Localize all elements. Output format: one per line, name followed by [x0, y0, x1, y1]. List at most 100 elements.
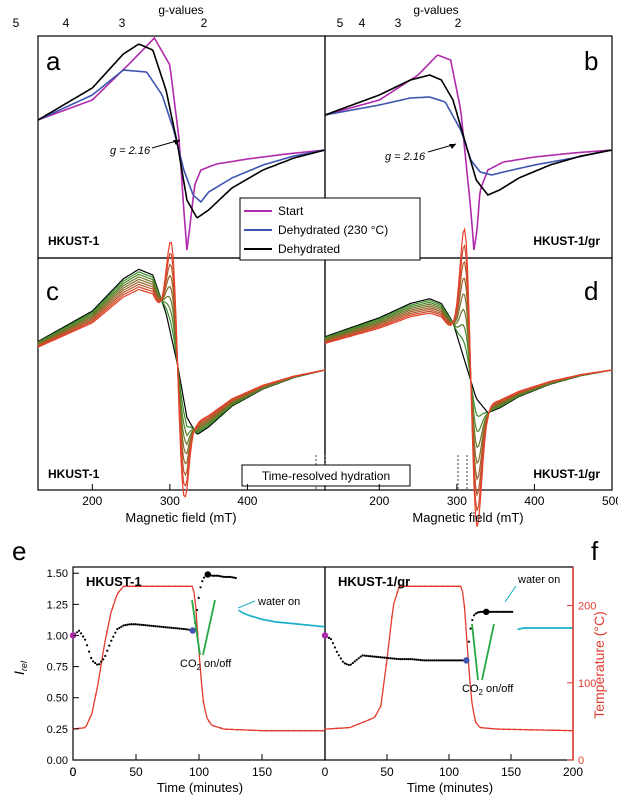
time-tick-label-e-150: 150: [252, 765, 272, 779]
temperature-point-f: [396, 591, 399, 593]
top-tick-a-5: 5: [13, 16, 20, 30]
signal-water-point-e: [248, 614, 251, 617]
temperature-point-e: [168, 585, 171, 588]
signal-water-point-e: [312, 624, 315, 627]
signal-point-e: [90, 656, 93, 660]
hydration-label-box: Time-resolved hydration: [241, 464, 411, 487]
temperature-point-e: [270, 729, 273, 732]
xlabel-f: Time (minutes): [407, 780, 493, 795]
signal-rise-point-e: [199, 586, 202, 589]
g-annotation-a: g = 2.16: [110, 145, 151, 157]
signal-water-point-e: [288, 622, 291, 625]
temperature-point-e: [123, 585, 125, 588]
temperature-point-e: [259, 729, 262, 732]
signal-point-f: [351, 661, 354, 665]
signal-point-e: [170, 626, 173, 629]
signal-rise-point-e: [224, 575, 227, 579]
signal-water-point-e: [268, 619, 271, 622]
signal-rise-point-e: [217, 574, 220, 577]
g-arrowhead-a: [173, 140, 180, 145]
signal-point-f: [331, 641, 335, 645]
signal-rise-point-f: [498, 610, 502, 613]
signal-water-point-f: [539, 627, 542, 630]
top-tick-b-3: 3: [395, 16, 402, 30]
signal-rise-point-e: [201, 580, 204, 583]
signal-point-f: [397, 657, 400, 661]
temperature-point-e: [247, 729, 250, 732]
sample-label-c: HKUST-1: [48, 467, 100, 481]
signal-water-point-e: [256, 616, 259, 619]
temperature-point-f: [413, 585, 416, 588]
panel-b-series: [324, 54, 612, 251]
signal-point-e: [176, 627, 179, 630]
signal-point-e: [152, 624, 155, 628]
signal-water-point-e: [316, 625, 319, 628]
signal-point-f: [369, 655, 372, 658]
signal-point-e: [162, 625, 165, 629]
signal-point-f: [433, 659, 436, 662]
sample-label-d: HKUST-1/gr: [533, 467, 600, 481]
signal-water-point-e: [294, 622, 297, 625]
ylabel-left: Irel: [11, 660, 29, 675]
signal-water-point-e: [270, 620, 273, 623]
signal-water-point-f: [542, 627, 545, 630]
tright-tick-label-0: 0: [578, 755, 584, 767]
field-tick-label-d-200: 200: [369, 494, 389, 508]
top-tick-b-5: 5: [337, 16, 344, 30]
legend-label-dehydrated: Dehydrated: [278, 242, 340, 256]
temperature-point-e: [151, 585, 154, 588]
signal-point-f: [460, 659, 463, 662]
signal-water-point-f: [566, 627, 569, 630]
signal-point-f: [365, 654, 368, 657]
signal-rise-point-f: [492, 610, 495, 613]
signal-point-f: [403, 658, 406, 661]
signal-water-point-e: [276, 621, 279, 624]
signal-point-f: [379, 656, 382, 659]
temperature-point-f: [519, 728, 522, 731]
hydration-curve-d-8: [324, 227, 613, 527]
temperature-point-f: [485, 727, 488, 730]
panel-d-frame: [324, 257, 613, 491]
time-tick-label-f-0: 0: [322, 765, 329, 779]
signal-water-point-f: [530, 627, 533, 630]
temperature-point-e: [225, 728, 227, 731]
field-tick-label-d-400: 400: [524, 494, 544, 508]
signal-point-e: [180, 627, 183, 630]
tright-tick-label-2: 200: [578, 601, 596, 613]
signal-point-e: [110, 639, 113, 642]
signal-rise-point-f: [471, 618, 474, 622]
temperature-point-e: [321, 729, 324, 732]
temperature-point-f: [335, 727, 338, 730]
signal-point-f: [337, 654, 340, 657]
signal-point-f: [391, 657, 394, 660]
signal-water-point-f: [569, 627, 572, 630]
hydration-curve-c-8: [37, 241, 326, 498]
signal-point-f: [454, 659, 458, 662]
signal-water-point-e: [238, 609, 241, 612]
signal-water-point-f: [536, 627, 539, 630]
signal-point-e: [144, 624, 147, 627]
signal-rise-point-f: [504, 610, 507, 613]
temperature-point-f: [497, 728, 499, 730]
water-on-arrow-e: [237, 600, 256, 609]
dehydrated-marker-e: [189, 627, 196, 634]
signal-point-f: [429, 659, 432, 662]
temperature-point-e: [219, 727, 222, 729]
signal-point-e: [126, 623, 129, 626]
legend-label-dehydrated-230: Dehydrated (230 °C): [278, 223, 388, 237]
signal-point-e: [146, 624, 149, 627]
sample-label-e: HKUST-1: [86, 574, 142, 589]
temperature-point-f: [352, 725, 354, 728]
signal-point-f: [329, 637, 333, 641]
signal-water-point-e: [289, 622, 292, 625]
series-line-a-1: [37, 69, 325, 204]
signal-water-point-e: [310, 624, 313, 627]
signal-water-point-e: [295, 622, 298, 625]
signal-point-e: [112, 635, 115, 638]
signal-point-e: [124, 624, 127, 627]
co2-marker-f: [483, 608, 490, 616]
panel-letter-b: b: [584, 46, 598, 76]
signal-point-e: [81, 635, 85, 638]
signal-point-e: [102, 658, 105, 661]
ileft-tick-label-6: 1.50: [47, 568, 68, 580]
